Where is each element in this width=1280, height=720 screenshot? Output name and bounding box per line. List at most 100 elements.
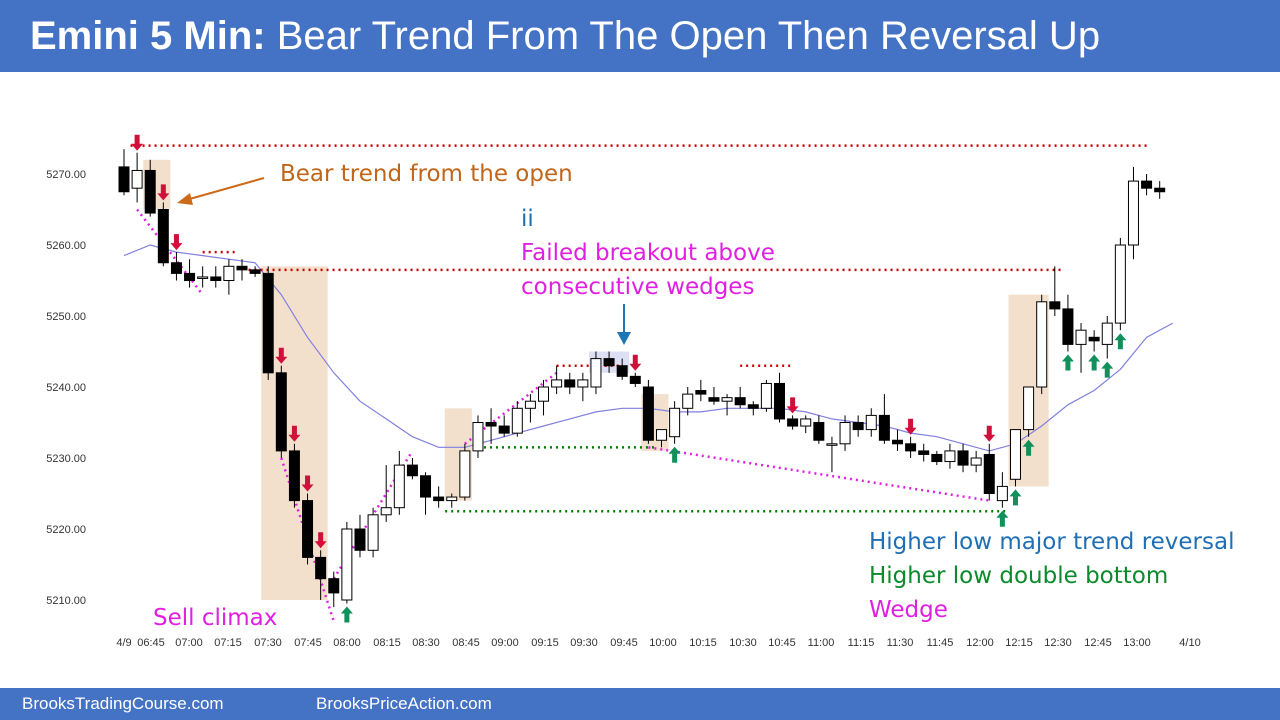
- candle-body-67: [996, 485, 1008, 502]
- candle-body-8: [223, 265, 235, 282]
- candle-body-34: [564, 379, 576, 388]
- candle-14: [302, 493, 314, 565]
- candle-body-5: [184, 272, 196, 281]
- title-prefix: Emini 5 Min:: [30, 14, 266, 58]
- candle-body-38: [616, 365, 628, 377]
- candle-38: [616, 358, 628, 380]
- sell-arrow-10: [983, 425, 996, 442]
- candle-15: [315, 550, 327, 600]
- candle-body-26: [459, 450, 471, 498]
- candle-59: [891, 429, 903, 451]
- candle-25: [446, 493, 458, 508]
- candle-body-0: [118, 166, 130, 193]
- candle-body-55: [839, 422, 851, 445]
- candle-11: [262, 266, 274, 380]
- candle-66: [983, 443, 995, 501]
- candle-8: [223, 259, 235, 295]
- candle-36: [590, 351, 602, 395]
- candle-31: [524, 394, 536, 423]
- candle-5: [184, 259, 196, 288]
- candle-body-40: [642, 386, 654, 441]
- candle-48: [747, 401, 759, 416]
- candle-30: [511, 401, 523, 437]
- candle-7: [210, 266, 222, 288]
- candle-body-11: [262, 272, 274, 374]
- candle-78: [1141, 174, 1153, 196]
- buy-arrow-4: [1022, 439, 1035, 456]
- candle-body-19: [367, 514, 379, 551]
- candle-body-13: [288, 450, 300, 502]
- x-tick-label-12: 09:30: [570, 637, 598, 649]
- candle-body-75: [1101, 322, 1113, 345]
- candle-27: [472, 415, 484, 458]
- candle-76: [1114, 237, 1126, 331]
- candle-body-56: [852, 422, 864, 431]
- candle-37: [603, 351, 615, 373]
- candle-42: [669, 401, 681, 444]
- y-tick-label-4: 5230.00: [46, 453, 86, 465]
- sell-climax-label: Sell climax: [153, 605, 278, 631]
- candle-body-43: [682, 393, 694, 409]
- candle-62: [931, 450, 943, 466]
- candle-23: [420, 472, 432, 515]
- sell-arrow-2: [170, 234, 183, 251]
- buy-arrow-8: [1114, 333, 1127, 350]
- candle-18: [354, 514, 366, 558]
- sell-arrow-1: [157, 184, 170, 201]
- candle-body-63: [944, 450, 956, 463]
- buy-arrow-7: [1101, 361, 1114, 378]
- sell-arrow-6: [314, 532, 327, 549]
- x-tick-label-23: 12:15: [1005, 637, 1033, 649]
- candle-63: [944, 443, 956, 469]
- y-tick-label-6: 5210.00: [46, 595, 86, 607]
- candle-1: [131, 152, 143, 203]
- title-banner: Emini 5 Min: Bear Trend From The Open Th…: [0, 0, 1280, 72]
- x-tick-label-16: 10:30: [729, 637, 757, 649]
- candle-body-17: [341, 528, 353, 601]
- candle-41: [656, 429, 668, 448]
- candle-body-33: [551, 379, 563, 388]
- candle-body-21: [393, 464, 405, 509]
- candle-58: [878, 394, 890, 444]
- candle-body-46: [721, 397, 733, 402]
- candle-45: [708, 387, 720, 405]
- brooks-trading-course-link[interactable]: BrooksTradingCourse.com: [22, 694, 224, 713]
- failed-breakout-label: Failed breakout above: [521, 240, 775, 266]
- candle-body-64: [957, 450, 969, 466]
- buy-arrow-0: [340, 606, 353, 623]
- candle-body-57: [865, 414, 877, 431]
- candle-body-65: [970, 457, 982, 466]
- candle-56: [852, 415, 864, 437]
- candle-75: [1101, 316, 1113, 359]
- candle-body-60: [905, 443, 917, 452]
- candle-17: [341, 521, 353, 604]
- brooks-price-action-link[interactable]: BrooksPriceAction.com: [316, 694, 492, 713]
- candle-body-51: [787, 418, 799, 427]
- candle-body-30: [511, 407, 523, 434]
- candle-body-31: [524, 400, 536, 409]
- candle-body-47: [734, 397, 746, 406]
- candle-body-79: [1154, 187, 1166, 193]
- candle-body-29: [498, 425, 510, 434]
- orange-pointer-arrowhead: [177, 193, 193, 205]
- x-tick-label-3: 07:15: [214, 637, 242, 649]
- candle-54: [826, 436, 838, 473]
- candle-34: [564, 372, 576, 395]
- candle-body-53: [813, 422, 825, 441]
- title-text: Bear Trend From The Open Then Reversal U…: [276, 14, 1101, 58]
- candle-32: [538, 379, 550, 416]
- higher-low-major-label: Higher low major trend reversal: [869, 529, 1235, 555]
- ii-label: ii: [521, 206, 534, 232]
- candle-body-4: [170, 262, 182, 274]
- x-tick-label-20: 11:30: [887, 637, 914, 649]
- candle-body-32: [538, 386, 550, 402]
- candle-51: [787, 415, 799, 430]
- x-tick-label-22: 12:00: [966, 637, 994, 649]
- x-tick-label-26: 13:00: [1123, 637, 1151, 649]
- candle-12: [275, 365, 287, 458]
- candle-body-44: [695, 390, 707, 395]
- candle-64: [957, 443, 969, 473]
- candle-body-77: [1127, 180, 1139, 246]
- candle-body-18: [354, 528, 366, 551]
- candle-body-62: [931, 453, 943, 463]
